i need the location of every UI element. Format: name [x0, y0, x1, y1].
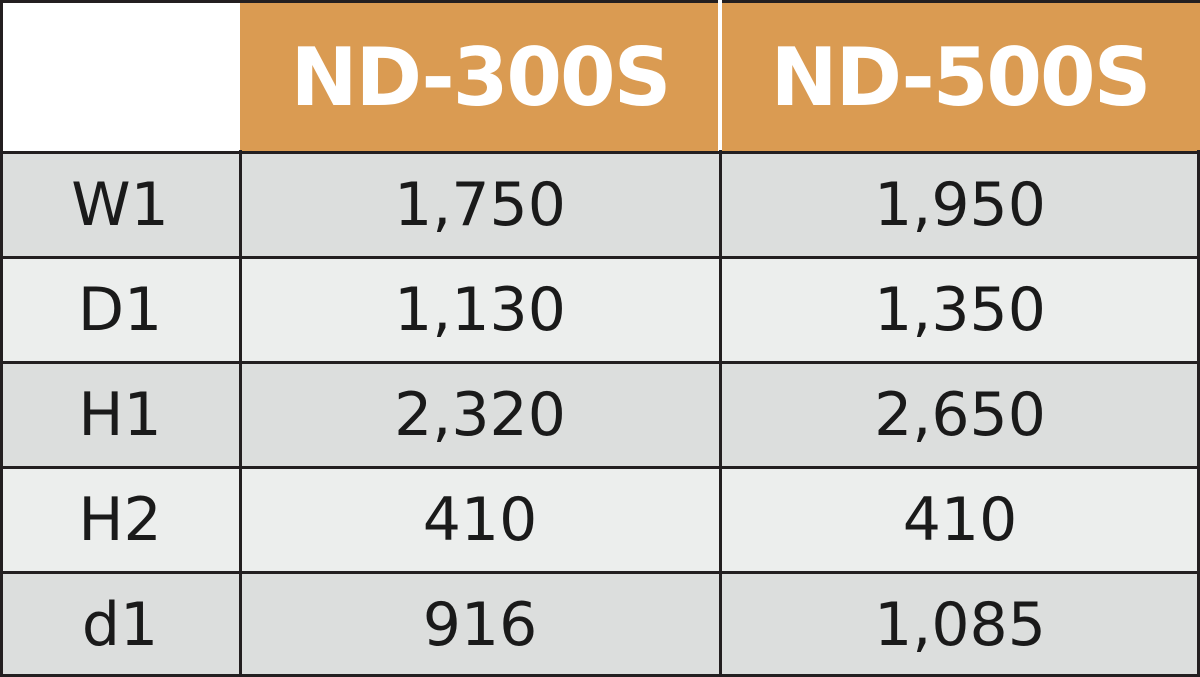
- header-cell: ND-500S: [720, 0, 1200, 152]
- value-cell: 916: [240, 572, 720, 677]
- header-cell: ND-300S: [240, 0, 720, 152]
- column-border: [0, 150, 3, 677]
- value-cell: 2,650: [720, 362, 1200, 467]
- value-cell: 410: [720, 467, 1200, 572]
- row-label: d1: [0, 572, 240, 677]
- row-label: H1: [0, 362, 240, 467]
- row-label: W1: [0, 152, 240, 257]
- value-cell: 1,130: [240, 257, 720, 362]
- row-border: [0, 570, 1200, 574]
- value-cell: 1,750: [240, 152, 720, 257]
- row-border: [0, 255, 1200, 259]
- value-cell: 2,320: [240, 362, 720, 467]
- value-cell: 410: [240, 467, 720, 572]
- row-border: [0, 150, 1200, 154]
- column-border: [718, 150, 722, 677]
- row-border: [0, 465, 1200, 469]
- row-border: [0, 674, 1200, 677]
- corner-cell: [0, 0, 240, 152]
- column-border: [238, 150, 242, 677]
- value-cell: 1,085: [720, 572, 1200, 677]
- header-separator: [718, 0, 722, 152]
- row-label: H2: [0, 467, 240, 572]
- value-cell: 1,350: [720, 257, 1200, 362]
- value-cell: 1,950: [720, 152, 1200, 257]
- row-border: [0, 360, 1200, 364]
- row-label: D1: [0, 257, 240, 362]
- column-border: [1197, 150, 1200, 677]
